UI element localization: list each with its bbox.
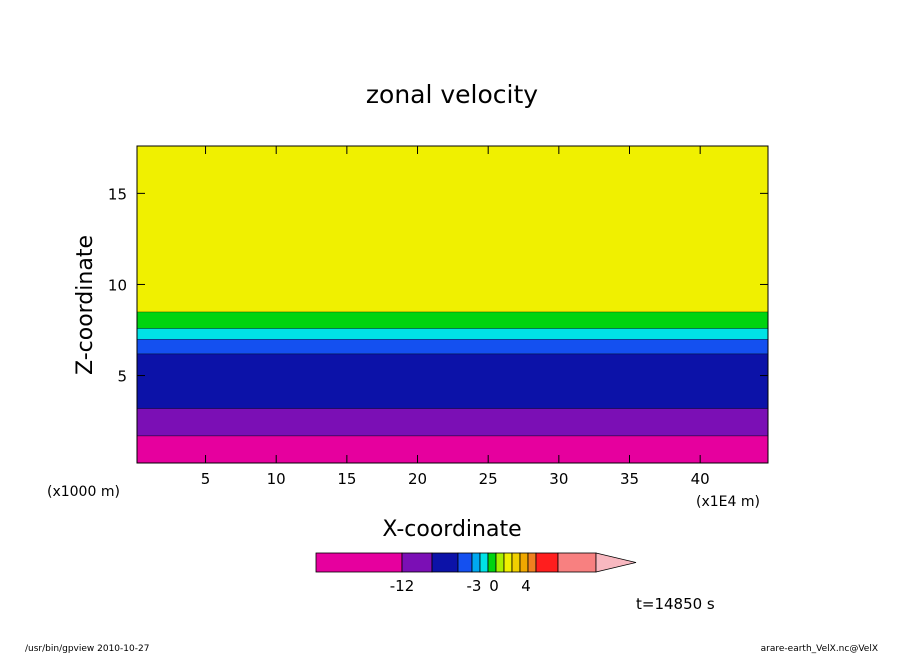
- colorbar-tick-label-0: -12: [390, 577, 415, 595]
- x-axis-label: X-coordinate: [382, 517, 521, 542]
- x-tick-label-2: 15: [337, 470, 356, 488]
- field-layer-0: [137, 435, 768, 463]
- colorbar-cell-0: [315, 552, 403, 573]
- colorbar-cell-2: [431, 552, 459, 573]
- colorbar-cell-9: [511, 552, 521, 573]
- colorbar-extension-arrow: [595, 552, 637, 573]
- colorbar-tick-label-3: 4: [521, 577, 531, 595]
- colorbar-cell-6: [487, 552, 497, 573]
- field-layer-5: [137, 311, 768, 329]
- x-tick-label-5: 30: [549, 470, 568, 488]
- x-tick-label-1: 10: [267, 470, 286, 488]
- plot-area: 5 10 15 20 25 30 35 40 5 10 15: [108, 145, 769, 488]
- colorbar-cell-1: [401, 552, 433, 573]
- time-label: t=14850 s: [636, 595, 715, 613]
- x-tick-label-4: 25: [479, 470, 498, 488]
- field-layer-6: [137, 146, 768, 312]
- velocity-field: [137, 146, 768, 463]
- field-layer-2: [137, 353, 768, 409]
- colorbar-cell-3: [457, 552, 473, 573]
- chart-title: zonal velocity: [366, 80, 538, 109]
- colorbar-cell-12: [535, 552, 559, 573]
- x-tick-label-6: 35: [620, 470, 639, 488]
- program-info: /usr/bin/gpview 2010-10-27: [25, 644, 149, 654]
- colorbar-cell-10: [519, 552, 529, 573]
- x-tick-label-7: 40: [691, 470, 710, 488]
- field-layer-3: [137, 339, 768, 354]
- y-axis-ticks: 5 10 15: [108, 185, 768, 386]
- y-tick-label-1: 10: [108, 276, 127, 294]
- x-axis-ticks: 5 10 15 20 25 30 35 40: [201, 146, 710, 488]
- field-layer-4: [137, 328, 768, 340]
- colorbar-tick-labels: -12 -3 0 4: [390, 577, 531, 595]
- colorbar-cell-4: [471, 552, 481, 573]
- y-tick-label-0: 5: [117, 368, 127, 386]
- colorbar: [315, 552, 637, 573]
- colorbar-tick-label-1: -3: [467, 577, 482, 595]
- y-tick-label-2: 15: [108, 185, 127, 203]
- colorbar-cell-13: [557, 552, 597, 573]
- field-layer-1: [137, 408, 768, 436]
- colorbar-cell-11: [527, 552, 537, 573]
- plot-frame: [136, 145, 769, 464]
- colorbar-cell-5: [479, 552, 489, 573]
- data-source: arare-earth_VelX.nc@VelX: [761, 644, 878, 654]
- x-tick-label-0: 5: [201, 470, 211, 488]
- x-axis-unit: (x1E4 m): [696, 494, 760, 510]
- y-axis-label: Z-coordinate: [73, 235, 98, 375]
- x-tick-label-3: 20: [408, 470, 427, 488]
- colorbar-cell-8: [503, 552, 513, 573]
- colorbar-cell-7: [495, 552, 505, 573]
- colorbar-tick-label-2: 0: [489, 577, 499, 595]
- y-axis-unit: (x1000 m): [47, 484, 120, 500]
